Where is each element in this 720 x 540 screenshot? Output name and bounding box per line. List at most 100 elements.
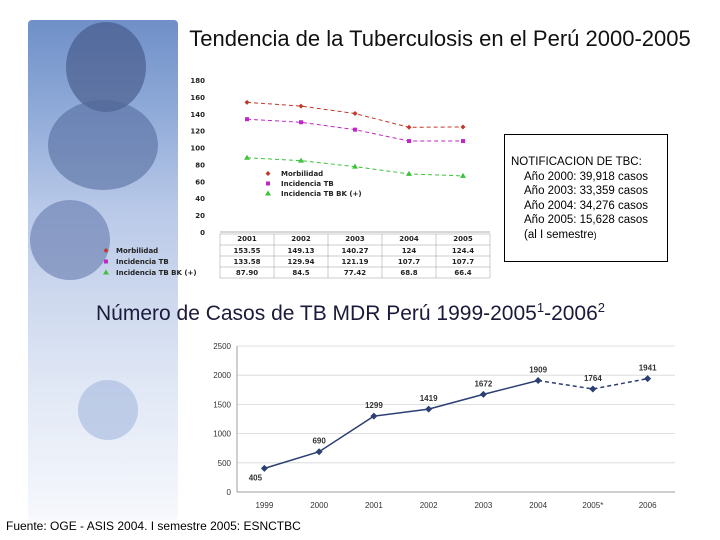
- y-tick-label: 1500: [213, 400, 231, 409]
- table-cell: 77.42: [344, 269, 366, 277]
- photo-child-face: [66, 22, 146, 112]
- data-point: [460, 172, 466, 178]
- y-tick-label: 140: [190, 111, 205, 119]
- table-row-label: Morbilidad: [116, 247, 158, 255]
- mdr-cases-chart: 0 500 1000 1500 2000 2500 1999 2000 2001 2002 2003…: [213, 342, 675, 510]
- data-point: [425, 405, 433, 413]
- table-cell: 140.27: [341, 247, 368, 255]
- y-tick-label: 180: [190, 77, 205, 85]
- mdr-title-sup2: 2: [597, 300, 606, 315]
- data-point: [298, 157, 304, 163]
- table-cell: 107.7: [398, 258, 420, 266]
- series-line-projected: [538, 377, 648, 390]
- mdr-title-mid: -2006: [544, 302, 598, 325]
- x-tick-label: 2004: [529, 501, 547, 510]
- data-point: [534, 377, 542, 385]
- table-cell: 133.58: [233, 258, 260, 266]
- data-label: 690: [312, 437, 326, 446]
- data-label: 1672: [474, 379, 492, 388]
- data-point: [353, 127, 357, 132]
- source-footer: Fuente: OGE - ASIS 2004. I semestre 2005…: [6, 519, 301, 533]
- data-point: [407, 139, 411, 144]
- notification-heading: NOTIFICACION DE TBC:: [511, 156, 642, 168]
- data-point: [315, 448, 323, 456]
- data-point: [406, 124, 412, 130]
- legend-marker: [266, 181, 270, 186]
- x-tick-label: 2003: [474, 501, 492, 510]
- data-point: [370, 412, 378, 420]
- table-cell: 121.19: [341, 258, 368, 266]
- table-legend-marker: [103, 248, 109, 253]
- y-tick-label: 0: [227, 488, 232, 497]
- photo-child-face-2: [78, 380, 138, 440]
- notification-tail: (al I semestre: [524, 228, 594, 241]
- y-tick-label: 40: [195, 195, 205, 203]
- data-label: 1764: [584, 374, 602, 383]
- data-label: 1941: [639, 364, 657, 373]
- table-cell: 87.90: [236, 269, 258, 277]
- y-tick-label: 0: [200, 229, 205, 237]
- data-point: [406, 170, 412, 176]
- notification-line: Año 2004: 34,276 casos: [524, 199, 649, 212]
- category-label: 2002: [291, 235, 311, 243]
- data-point: [461, 139, 465, 144]
- y-tick-label: 100: [190, 145, 205, 153]
- mdr-title-main: Número de Casos de TB MDR Perú 1999-2005: [96, 302, 537, 325]
- x-tick-label: 2006: [639, 501, 657, 510]
- photo-strip: [28, 20, 178, 520]
- data-point: [260, 464, 268, 472]
- y-tick-label: 2000: [213, 371, 231, 380]
- photo-woman-face: [30, 200, 110, 280]
- data-point: [479, 390, 487, 398]
- data-point: [644, 375, 652, 383]
- x-tick-label: 2000: [310, 501, 328, 510]
- x-tick-label: 2002: [420, 501, 438, 510]
- y-tick-label: 160: [190, 94, 205, 102]
- mdr-chart-title: Número de Casos de TB MDR Perú 1999-2005…: [96, 300, 716, 326]
- table-cell: 84.5: [292, 269, 309, 277]
- notification-line: Año 2003: 33,359 casos: [524, 185, 649, 197]
- tb-trend-chart: 0 20 40 60 80 100 120 140 160 180 Morbilidad Incide…: [103, 77, 491, 279]
- data-point: [244, 99, 250, 105]
- legend-label: Incidencia TB: [281, 180, 334, 188]
- table-row-label: Incidencia TB BK (+): [116, 269, 197, 277]
- legend-label: Incidencia TB BK (+): [281, 190, 362, 198]
- table-cell: 124.4: [452, 247, 474, 255]
- table-cell: 149.13: [287, 247, 314, 255]
- category-label: 2005: [453, 235, 473, 243]
- notification-line-semester: (al I semestre): [511, 228, 663, 243]
- data-point: [589, 385, 597, 393]
- y-tick-label: 1000: [213, 430, 231, 439]
- notification-tail-paren: ): [593, 229, 597, 240]
- table-cell: 68.8: [400, 269, 417, 277]
- notification-line: Año 2005: 15,628 casos: [524, 214, 649, 226]
- category-label: 2004: [399, 235, 419, 243]
- series-line: [264, 379, 539, 470]
- data-point: [299, 120, 303, 125]
- y-tick-label: 120: [190, 128, 205, 136]
- y-tick-label: 80: [195, 161, 205, 169]
- data-label: 1299: [365, 401, 383, 410]
- notification-box: NOTIFICACION DE TBC: Año 2000: 39,918 ca…: [504, 134, 668, 262]
- y-tick-label: 60: [195, 178, 205, 186]
- table-cell: 153.55: [233, 247, 260, 255]
- data-point: [352, 163, 358, 169]
- notification-line: Año 2000: 39,918 casos: [524, 170, 649, 183]
- data-label: 1419: [420, 394, 438, 403]
- data-label: 405: [249, 473, 263, 482]
- table-row-label: Incidencia TB: [116, 258, 169, 266]
- data-label: 1909: [529, 366, 547, 375]
- legend-label: Morbilidad: [281, 170, 323, 178]
- y-tick-label: 500: [218, 459, 232, 468]
- x-tick-label: 2005*: [582, 501, 603, 510]
- table-cell: 107.7: [452, 258, 474, 266]
- legend-marker: [265, 190, 271, 196]
- x-tick-label: 1999: [255, 501, 273, 510]
- category-label: 2003: [345, 235, 365, 243]
- table-legend-marker: [103, 269, 109, 275]
- data-point: [352, 111, 358, 117]
- page-title: Tendencia de la Tuberculosis en el Perú …: [189, 26, 691, 51]
- data-point: [298, 103, 304, 109]
- table-cell: 129.94: [287, 258, 314, 266]
- photo-child-body: [48, 100, 158, 190]
